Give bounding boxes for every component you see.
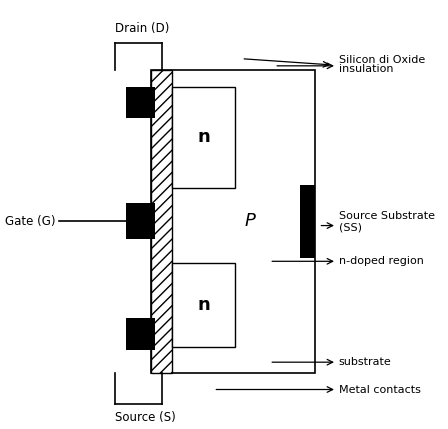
Bar	[172, 263, 235, 347]
Text: Source Substrate: Source Substrate	[339, 211, 435, 221]
Bar	[172, 87, 235, 188]
Text: n-doped region: n-doped region	[339, 256, 424, 266]
Text: substrate: substrate	[339, 357, 392, 367]
Bar	[300, 184, 314, 258]
Text: Drain (D): Drain (D)	[115, 22, 169, 35]
Text: Silicon di Oxide: Silicon di Oxide	[339, 54, 425, 64]
Text: Gate (G): Gate (G)	[4, 215, 55, 228]
Bar	[125, 203, 155, 239]
Bar	[151, 70, 172, 373]
Text: (SS): (SS)	[339, 223, 362, 233]
Text: P: P	[244, 212, 255, 230]
Bar	[125, 87, 155, 118]
Text: insulation: insulation	[339, 64, 393, 74]
Bar	[125, 318, 155, 350]
Bar	[151, 70, 315, 373]
Text: n: n	[198, 296, 210, 314]
Text: n: n	[198, 128, 210, 146]
Text: Source (S): Source (S)	[115, 411, 176, 423]
Text: Metal contacts: Metal contacts	[339, 384, 421, 395]
